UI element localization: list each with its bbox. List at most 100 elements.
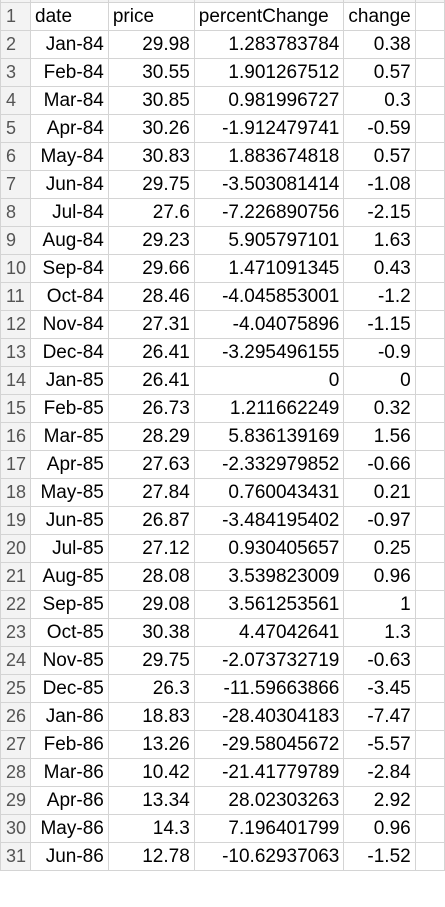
cell-price[interactable]: 10.42 bbox=[107, 758, 195, 787]
cell-empty[interactable] bbox=[414, 534, 445, 563]
cell-percent-change[interactable]: -7.226890756 bbox=[193, 198, 345, 227]
cell-price[interactable]: 12.78 bbox=[107, 842, 195, 871]
cell-empty[interactable] bbox=[414, 422, 445, 451]
cell-price[interactable]: 29.08 bbox=[107, 590, 195, 619]
cell-price[interactable]: 27.84 bbox=[107, 478, 195, 507]
cell-empty[interactable] bbox=[414, 2, 445, 31]
row-header[interactable]: 3 bbox=[0, 58, 32, 87]
cell-percent-change[interactable]: 3.561253561 bbox=[193, 590, 345, 619]
cell-date[interactable]: Jan-85 bbox=[30, 366, 109, 395]
row-header[interactable]: 13 bbox=[0, 338, 32, 367]
row-header[interactable]: 26 bbox=[0, 702, 32, 731]
cell-date[interactable]: date bbox=[30, 2, 109, 31]
cell-percent-change[interactable]: -28.40304183 bbox=[193, 702, 345, 731]
cell-percent-change[interactable]: 3.539823009 bbox=[193, 562, 345, 591]
cell-empty[interactable] bbox=[414, 282, 445, 311]
row-header[interactable]: 25 bbox=[0, 674, 32, 703]
cell-empty[interactable] bbox=[414, 198, 445, 227]
cell-change[interactable]: -0.97 bbox=[343, 506, 416, 535]
cell-empty[interactable] bbox=[414, 394, 445, 423]
cell-change[interactable]: -3.45 bbox=[343, 674, 416, 703]
cell-change[interactable]: 0.32 bbox=[343, 394, 416, 423]
cell-price[interactable]: 26.73 bbox=[107, 394, 195, 423]
cell-price[interactable]: 13.26 bbox=[107, 730, 195, 759]
cell-change[interactable]: 0.25 bbox=[343, 534, 416, 563]
row-header[interactable]: 2 bbox=[0, 30, 32, 59]
cell-price[interactable]: 26.87 bbox=[107, 506, 195, 535]
cell-price[interactable]: 26.41 bbox=[107, 366, 195, 395]
cell-change[interactable]: -0.66 bbox=[343, 450, 416, 479]
cell-date[interactable]: Apr-86 bbox=[30, 786, 109, 815]
cell-price[interactable]: 29.75 bbox=[107, 170, 195, 199]
cell-date[interactable]: Dec-85 bbox=[30, 674, 109, 703]
row-header[interactable]: 11 bbox=[0, 282, 32, 311]
cell-change[interactable]: -1.2 bbox=[343, 282, 416, 311]
cell-percent-change[interactable]: -29.58045672 bbox=[193, 730, 345, 759]
cell-date[interactable]: Sep-84 bbox=[30, 254, 109, 283]
row-header[interactable]: 20 bbox=[0, 534, 32, 563]
cell-empty[interactable] bbox=[414, 702, 445, 731]
row-header[interactable]: 6 bbox=[0, 142, 32, 171]
cell-change[interactable]: change bbox=[343, 2, 416, 31]
cell-empty[interactable] bbox=[414, 366, 445, 395]
cell-price[interactable]: 27.63 bbox=[107, 450, 195, 479]
cell-price[interactable]: 29.98 bbox=[107, 30, 195, 59]
cell-change[interactable]: -0.59 bbox=[343, 114, 416, 143]
row-header[interactable]: 12 bbox=[0, 310, 32, 339]
cell-empty[interactable] bbox=[414, 730, 445, 759]
cell-price[interactable]: 29.75 bbox=[107, 646, 195, 675]
cell-percent-change[interactable]: -3.295496155 bbox=[193, 338, 345, 367]
cell-change[interactable]: -1.52 bbox=[343, 842, 416, 871]
row-header[interactable]: 31 bbox=[0, 842, 32, 871]
cell-change[interactable]: 0.43 bbox=[343, 254, 416, 283]
cell-percent-change[interactable]: -21.41779789 bbox=[193, 758, 345, 787]
cell-empty[interactable] bbox=[414, 114, 445, 143]
cell-price[interactable]: price bbox=[107, 2, 195, 31]
row-header[interactable]: 5 bbox=[0, 114, 32, 143]
cell-date[interactable]: Oct-84 bbox=[30, 282, 109, 311]
cell-date[interactable]: Sep-85 bbox=[30, 590, 109, 619]
cell-empty[interactable] bbox=[414, 170, 445, 199]
cell-percent-change[interactable]: 7.196401799 bbox=[193, 814, 345, 843]
row-header[interactable]: 17 bbox=[0, 450, 32, 479]
row-header[interactable]: 22 bbox=[0, 590, 32, 619]
cell-percent-change[interactable]: 5.905797101 bbox=[193, 226, 345, 255]
row-header[interactable]: 28 bbox=[0, 758, 32, 787]
cell-price[interactable]: 30.55 bbox=[107, 58, 195, 87]
cell-change[interactable]: 1.63 bbox=[343, 226, 416, 255]
row-header[interactable]: 29 bbox=[0, 786, 32, 815]
cell-date[interactable]: Mar-86 bbox=[30, 758, 109, 787]
cell-percent-change[interactable]: 0.760043431 bbox=[193, 478, 345, 507]
cell-change[interactable]: 1.56 bbox=[343, 422, 416, 451]
cell-change[interactable]: 2.92 bbox=[343, 786, 416, 815]
cell-empty[interactable] bbox=[414, 142, 445, 171]
cell-change[interactable]: 1.3 bbox=[343, 618, 416, 647]
cell-percent-change[interactable]: -4.045853001 bbox=[193, 282, 345, 311]
cell-date[interactable]: Feb-86 bbox=[30, 730, 109, 759]
cell-empty[interactable] bbox=[414, 562, 445, 591]
cell-price[interactable]: 29.23 bbox=[107, 226, 195, 255]
cell-percent-change[interactable]: -1.912479741 bbox=[193, 114, 345, 143]
cell-change[interactable]: 0.21 bbox=[343, 478, 416, 507]
cell-percent-change[interactable]: 0.930405657 bbox=[193, 534, 345, 563]
cell-date[interactable]: Mar-84 bbox=[30, 86, 109, 115]
cell-percent-change[interactable]: 1.901267512 bbox=[193, 58, 345, 87]
row-header[interactable]: 14 bbox=[0, 366, 32, 395]
cell-empty[interactable] bbox=[414, 58, 445, 87]
cell-date[interactable]: Nov-85 bbox=[30, 646, 109, 675]
cell-percent-change[interactable]: 1.471091345 bbox=[193, 254, 345, 283]
cell-empty[interactable] bbox=[414, 674, 445, 703]
row-header[interactable]: 27 bbox=[0, 730, 32, 759]
row-header[interactable]: 19 bbox=[0, 506, 32, 535]
cell-empty[interactable] bbox=[414, 842, 445, 871]
row-header[interactable]: 1 bbox=[0, 2, 32, 31]
cell-change[interactable]: 0.96 bbox=[343, 562, 416, 591]
cell-empty[interactable] bbox=[414, 618, 445, 647]
cell-date[interactable]: Apr-84 bbox=[30, 114, 109, 143]
row-header[interactable]: 16 bbox=[0, 422, 32, 451]
cell-empty[interactable] bbox=[414, 590, 445, 619]
cell-date[interactable]: Feb-85 bbox=[30, 394, 109, 423]
cell-date[interactable]: Jan-86 bbox=[30, 702, 109, 731]
cell-empty[interactable] bbox=[414, 254, 445, 283]
row-header[interactable]: 7 bbox=[0, 170, 32, 199]
